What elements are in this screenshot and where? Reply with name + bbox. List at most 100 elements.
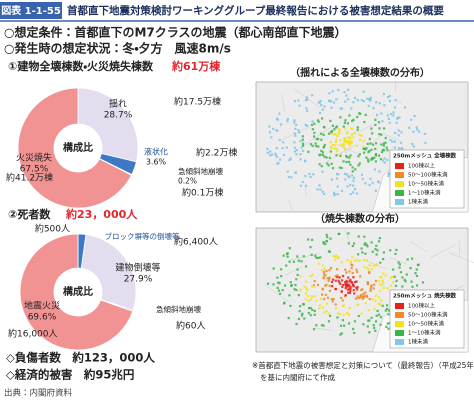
map-mesh [325,156,328,159]
map-mesh [305,287,308,290]
map-mesh [293,99,297,103]
map-mesh [375,314,378,317]
map-mesh [344,280,347,284]
map-mesh [331,167,335,170]
map-mesh [415,274,419,278]
map-mesh [391,275,394,278]
map-mesh [350,107,353,110]
map-border [313,327,333,331]
summary: ◇負傷者数 約123，000人 [6,351,155,365]
slice-value-label: 0.2% [178,177,197,186]
map-mesh [276,276,279,279]
map-mesh [336,135,339,138]
map-mesh [320,149,323,153]
map-mesh [403,278,406,281]
map-mesh [296,255,299,258]
map-mesh [297,317,301,321]
map-mesh [309,246,312,249]
map-mesh [320,293,324,296]
map-mesh [292,260,296,263]
map-mesh [368,99,371,102]
map-legend-label: 1棟未満 [408,198,428,206]
map-legend-swatch [395,181,404,187]
map-mesh [341,299,344,302]
map-mesh [369,177,372,180]
map-mesh [367,151,370,154]
map-mesh [296,268,299,271]
map-mesh [324,293,327,296]
map-mesh [337,232,340,236]
map-mesh [392,114,395,117]
map-legend-label: 100棟以上 [408,302,435,310]
map-mesh [372,107,375,110]
map-mesh [345,132,348,135]
map-mesh [368,319,371,322]
slice-label: 急傾斜地崩壊 [178,166,223,176]
map-mesh [322,273,326,276]
map-mesh [351,170,354,173]
map-mesh [317,120,320,123]
map-mesh [353,292,356,295]
map-mesh [374,118,377,121]
map-mesh [368,183,371,187]
map-mesh [401,147,404,150]
map-mesh [309,306,312,310]
map-mesh [330,162,333,165]
map-mesh [378,133,381,136]
map-mesh [306,98,309,101]
map-mesh [336,276,339,279]
map-border [448,252,474,264]
badge: 図表 1-1-55 [1,4,61,17]
map-mesh [286,255,289,258]
map-mesh [328,92,331,95]
map-mesh [347,285,350,288]
map-mesh [357,314,360,318]
map-mesh [346,130,349,134]
map-mesh [307,311,310,315]
map-mesh [392,280,395,284]
map-mesh [375,263,378,267]
map-mesh [347,291,350,294]
map-mesh [378,102,381,105]
map-mesh [377,121,381,124]
map-mesh [397,129,400,132]
map-mesh [393,140,396,143]
map-mesh [335,177,339,180]
map-mesh [286,120,289,123]
map-legend-swatch [395,303,404,309]
map-mesh [295,278,298,281]
slice-label: 液状化 [144,147,168,157]
map-mesh [341,304,345,307]
map-mesh [282,153,286,156]
map-mesh [285,252,289,256]
map-mesh [374,279,378,283]
map-mesh [330,280,334,284]
map-mesh [321,108,324,111]
map-mesh [365,156,368,159]
slice-value-label: 69.6% [28,313,57,323]
map-mesh [329,130,333,134]
map-mesh [301,149,305,153]
map-mesh [371,250,374,253]
map-mesh [382,286,385,290]
map-mesh [356,285,359,289]
map-mesh [327,250,331,253]
map-mesh [332,255,335,258]
slice-label: 地震火災 [24,300,60,312]
map-mesh [315,299,318,302]
slice-label: 火災焼失 [16,152,52,164]
condition: ○想定条件：首都直下のM7クラスの地震（都心南部直下地震） [4,25,347,40]
map-mesh [372,264,375,267]
map-mesh [328,277,331,280]
map-mesh [305,280,308,283]
map-mesh [286,170,289,173]
map-mesh [361,297,364,300]
map-mesh [346,185,349,188]
map-mesh [383,149,386,152]
map-mesh [360,173,364,176]
map-mesh [349,154,352,157]
map-mesh [296,273,299,277]
map-mesh [389,138,392,142]
map-mesh [303,285,306,288]
map-mesh [326,235,329,239]
